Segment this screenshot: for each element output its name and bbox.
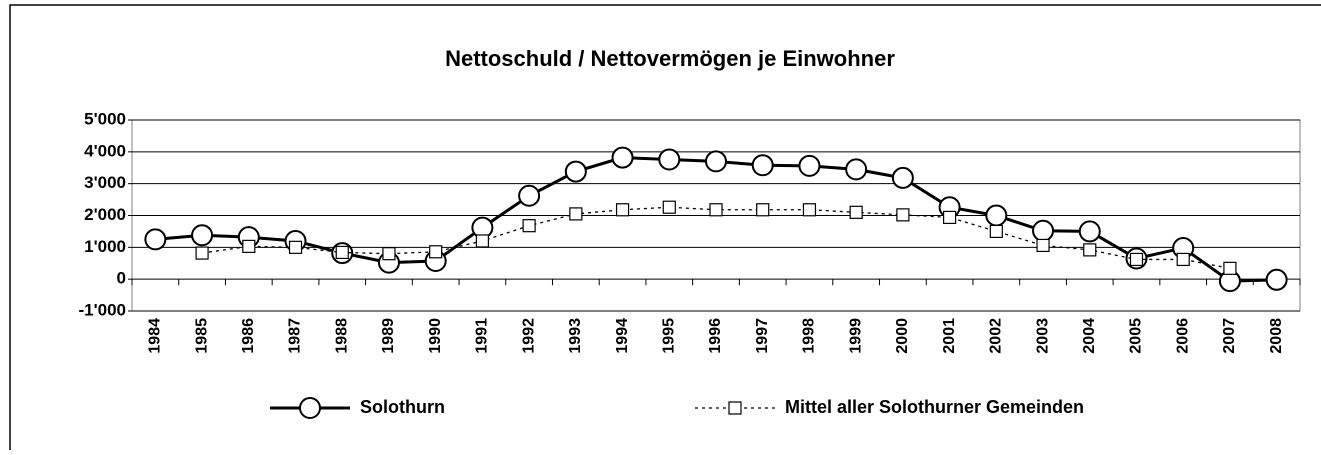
data-point [335, 245, 349, 260]
data-point [658, 148, 681, 171]
x-tick-label: 1986 [240, 318, 257, 354]
x-tick-label: 1993 [567, 318, 584, 354]
data-point [1078, 220, 1101, 243]
data-point [756, 203, 770, 217]
data-point [896, 208, 910, 222]
data-point [144, 228, 167, 251]
data-point [751, 154, 774, 177]
x-tick-label: 1991 [474, 318, 491, 354]
data-point [662, 200, 676, 214]
y-tick-label: 2'000 [84, 205, 126, 224]
x-tick-label: 1996 [707, 318, 724, 354]
x-tick-label: 1987 [287, 318, 304, 354]
data-point [475, 234, 489, 248]
data-point [288, 240, 303, 254]
data-point [1032, 219, 1055, 242]
y-tick-label: 0 [117, 269, 126, 288]
data-point [1223, 261, 1237, 275]
data-point [382, 247, 396, 261]
data-point [195, 246, 209, 260]
data-point [1176, 252, 1190, 267]
x-tick-label: 2001 [941, 318, 958, 354]
y-tick-label: 4'000 [84, 141, 126, 160]
frame [9, 4, 1321, 450]
series-line [155, 156, 1277, 283]
x-tick-label: 1985 [193, 318, 210, 354]
data-point [709, 203, 723, 217]
data-point [845, 158, 868, 181]
x-tick-label: 1992 [520, 318, 537, 354]
x-tick-label: 1988 [333, 318, 350, 354]
data-point [1129, 252, 1144, 267]
y-tick-label: 3'000 [84, 173, 126, 192]
data-point [705, 150, 727, 173]
data-point [1265, 268, 1288, 291]
data-point [942, 210, 957, 225]
data-point [1083, 243, 1097, 257]
x-tick-label: 1990 [427, 318, 444, 354]
x-tick-label: 2004 [1081, 318, 1098, 354]
data-point [429, 245, 443, 259]
y-tick-label: 5'000 [84, 109, 126, 128]
x-tick-label: 1998 [801, 318, 818, 354]
data-point [518, 184, 541, 207]
data-point [849, 205, 863, 219]
x-tick-label: 2003 [1034, 318, 1051, 354]
x-tick-label: 2000 [894, 318, 911, 354]
data-point [522, 219, 536, 233]
data-point [611, 146, 634, 169]
x-tick-label: 1999 [847, 318, 864, 354]
series-line [201, 206, 1231, 269]
legend-label: Mittel aller Solothurner Gemeinden [785, 397, 1084, 417]
data-point [569, 207, 583, 221]
data-point [985, 204, 1008, 227]
data-point [242, 239, 256, 253]
data-point [798, 154, 821, 177]
x-tick-label: 2005 [1128, 318, 1145, 354]
x-tick-label: 2007 [1221, 318, 1238, 354]
data-point [891, 166, 914, 189]
data-point [802, 203, 817, 217]
chart-title: Nettoschuld / Nettovermögen je Einwohner [445, 46, 895, 71]
data-point [989, 224, 1003, 239]
data-point [564, 160, 587, 183]
y-tick-label: -1'000 [78, 300, 126, 319]
legend-marker [728, 401, 742, 415]
y-tick-label: 1'000 [84, 237, 126, 256]
x-tick-label: 2002 [988, 318, 1005, 354]
x-tick-label: 1997 [754, 318, 771, 354]
data-point [1036, 238, 1050, 253]
x-tick-label: 1989 [380, 318, 397, 354]
legend-label: Solothurn [360, 397, 445, 417]
x-tick-label: 1994 [614, 318, 631, 354]
data-point [615, 203, 630, 217]
legend-marker [299, 397, 321, 419]
x-tick-label: 1984 [147, 318, 164, 354]
x-tick-label: 1995 [660, 318, 677, 354]
x-tick-label: 2008 [1268, 318, 1285, 354]
data-point [191, 224, 214, 247]
x-tick-label: 2006 [1174, 318, 1191, 354]
